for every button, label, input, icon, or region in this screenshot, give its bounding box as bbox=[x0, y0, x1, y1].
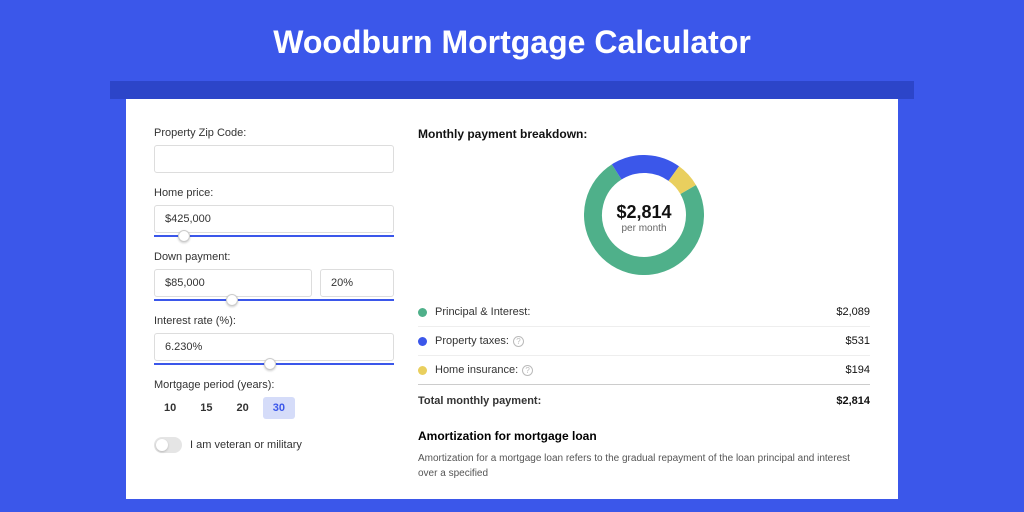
legend-dot bbox=[418, 366, 427, 375]
zip-label: Property Zip Code: bbox=[154, 127, 394, 139]
down-payment-pct-input[interactable] bbox=[320, 269, 394, 297]
legend-row: Property taxes:?$531 bbox=[418, 327, 870, 356]
zip-field-group: Property Zip Code: bbox=[154, 127, 394, 173]
total-row: Total monthly payment: $2,814 bbox=[418, 385, 870, 423]
legend: Principal & Interest:$2,089Property taxe… bbox=[418, 298, 870, 385]
donut-chart-wrap: $2,814 per month bbox=[418, 151, 870, 298]
veteran-toggle-label: I am veteran or military bbox=[190, 439, 302, 451]
mortgage-period-field-group: Mortgage period (years): 10152030 bbox=[154, 379, 394, 419]
interest-rate-slider-thumb[interactable] bbox=[264, 358, 276, 370]
amortization-title: Amortization for mortgage loan bbox=[418, 429, 870, 443]
accent-bar bbox=[110, 81, 914, 99]
mortgage-period-buttons: 10152030 bbox=[154, 397, 394, 419]
legend-label: Property taxes:? bbox=[435, 335, 846, 347]
down-payment-label: Down payment: bbox=[154, 251, 394, 263]
mortgage-period-label: Mortgage period (years): bbox=[154, 379, 394, 391]
home-price-field-group: Home price: bbox=[154, 187, 394, 237]
info-icon[interactable]: ? bbox=[513, 336, 524, 347]
amortization-text: Amortization for a mortgage loan refers … bbox=[418, 451, 870, 481]
period-btn-20[interactable]: 20 bbox=[227, 397, 259, 419]
breakdown-column: Monthly payment breakdown: $2,814 per mo… bbox=[418, 127, 870, 499]
home-price-slider-thumb[interactable] bbox=[178, 230, 190, 242]
legend-value: $194 bbox=[846, 364, 870, 376]
legend-dot bbox=[418, 308, 427, 317]
total-value: $2,814 bbox=[836, 395, 870, 407]
donut-sub: per month bbox=[616, 223, 671, 234]
breakdown-title: Monthly payment breakdown: bbox=[418, 127, 870, 141]
legend-row: Home insurance:?$194 bbox=[418, 356, 870, 385]
total-label: Total monthly payment: bbox=[418, 395, 836, 407]
donut-chart: $2,814 per month bbox=[584, 155, 704, 280]
info-icon[interactable]: ? bbox=[522, 365, 533, 376]
interest-rate-field-group: Interest rate (%): bbox=[154, 315, 394, 365]
home-price-slider[interactable] bbox=[154, 235, 394, 237]
legend-value: $2,089 bbox=[836, 306, 870, 318]
down-payment-field-group: Down payment: bbox=[154, 251, 394, 301]
legend-row: Principal & Interest:$2,089 bbox=[418, 298, 870, 327]
donut-center: $2,814 per month bbox=[616, 202, 671, 234]
veteran-toggle-row: I am veteran or military bbox=[154, 437, 394, 453]
veteran-toggle-knob bbox=[156, 439, 168, 451]
down-payment-slider[interactable] bbox=[154, 299, 394, 301]
interest-rate-slider[interactable] bbox=[154, 363, 394, 365]
page-title: Woodburn Mortgage Calculator bbox=[0, 0, 1024, 81]
veteran-toggle[interactable] bbox=[154, 437, 182, 453]
interest-rate-input[interactable] bbox=[154, 333, 394, 361]
calculator-card: Property Zip Code: Home price: Down paym… bbox=[126, 99, 898, 499]
form-column: Property Zip Code: Home price: Down paym… bbox=[154, 127, 394, 499]
down-payment-input[interactable] bbox=[154, 269, 312, 297]
zip-input[interactable] bbox=[154, 145, 394, 173]
home-price-input[interactable] bbox=[154, 205, 394, 233]
period-btn-10[interactable]: 10 bbox=[154, 397, 186, 419]
period-btn-15[interactable]: 15 bbox=[190, 397, 222, 419]
legend-label: Home insurance:? bbox=[435, 364, 846, 376]
legend-dot bbox=[418, 337, 427, 346]
period-btn-30[interactable]: 30 bbox=[263, 397, 295, 419]
legend-label: Principal & Interest: bbox=[435, 306, 836, 318]
donut-amount: $2,814 bbox=[616, 202, 671, 223]
interest-rate-label: Interest rate (%): bbox=[154, 315, 394, 327]
home-price-label: Home price: bbox=[154, 187, 394, 199]
down-payment-slider-thumb[interactable] bbox=[226, 294, 238, 306]
legend-value: $531 bbox=[846, 335, 870, 347]
